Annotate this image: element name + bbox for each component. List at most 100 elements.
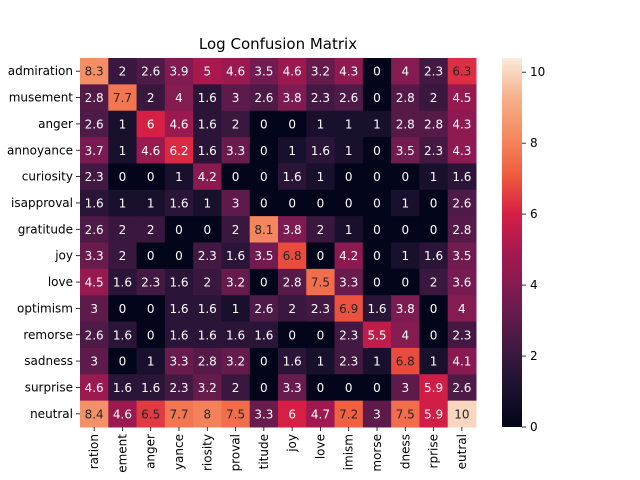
heatmap-cell: [136, 400, 166, 428]
heatmap-cell: [108, 347, 138, 375]
cell-value-label: 3: [373, 407, 381, 421]
cell-value-label: 1: [317, 117, 325, 131]
heatmap-cell: [334, 137, 364, 164]
cell-value-label: 0: [430, 302, 438, 316]
heatmap-cell: [249, 295, 279, 323]
cell-value-label: 1: [317, 170, 325, 184]
heatmap-cell: [278, 242, 307, 270]
heatmap-cell: [136, 110, 166, 138]
cell-value-label: 1.6: [283, 170, 302, 184]
heatmap-cell: [306, 110, 336, 138]
heatmap-cell: [249, 110, 279, 138]
cell-value-label: 0: [373, 249, 381, 263]
heatmap-cell: [391, 163, 420, 191]
heatmap-cell: [249, 400, 279, 428]
cell-value-label: 2: [317, 223, 325, 237]
y-tick-label: isapproval: [11, 196, 73, 210]
cell-value-label: 3.3: [339, 276, 358, 290]
x-tick-label: morse: [370, 434, 384, 472]
cell-value-label: 2.8: [85, 91, 104, 105]
cell-value-label: 2.6: [452, 196, 471, 210]
cell-value-label: 0: [373, 276, 381, 290]
cell-value-label: 3: [232, 196, 240, 210]
heatmap-cell: [334, 268, 364, 296]
heatmap-cell: [391, 110, 420, 138]
cell-value-label: 1.6: [198, 328, 217, 342]
cell-value-label: 0: [175, 223, 183, 237]
colorbar-gradient: [502, 58, 522, 427]
cell-value-label: 2.6: [339, 91, 358, 105]
cell-value-label: 0: [260, 381, 268, 395]
cell-value-label: 2.6: [254, 91, 273, 105]
heatmap-cell: [419, 84, 449, 112]
cell-value-label: 3: [232, 91, 240, 105]
heatmap-cell: [221, 400, 251, 428]
cell-value-label: 0: [430, 223, 438, 237]
x-tick-label: titude: [257, 434, 271, 469]
heatmap-cell: [278, 374, 307, 402]
cell-value-label: 1.6: [198, 91, 217, 105]
cell-value-label: 0: [401, 276, 409, 290]
cell-value-label: 2.6: [452, 381, 471, 395]
heatmap-cell: [164, 321, 194, 349]
heatmap-cell: [136, 189, 166, 217]
y-tick-label: surprise: [25, 380, 73, 394]
heatmap-cell: [419, 347, 449, 375]
heatmap-cell: [362, 163, 392, 191]
heatmap-cell: [193, 400, 222, 428]
cell-value-label: 5: [203, 65, 211, 79]
cell-value-label: 5.5: [367, 328, 386, 342]
heatmap-cell: [164, 110, 194, 138]
y-tick-label: remorse: [23, 328, 73, 342]
heatmap-cell: [391, 84, 420, 112]
heatmap-cell: [278, 268, 307, 296]
cell-value-label: 3.2: [226, 355, 245, 369]
y-tick-label: annoyance: [7, 143, 73, 157]
heatmap-cell: [164, 295, 194, 323]
cell-value-label: 1.6: [424, 249, 443, 263]
cell-value-label: 2: [119, 223, 127, 237]
colorbar-tick-label: 4: [530, 278, 538, 292]
heatmap-cell: [136, 347, 166, 375]
cell-value-label: 7.5: [311, 276, 330, 290]
cell-value-label: 0: [119, 170, 127, 184]
cell-value-label: 1: [401, 249, 409, 263]
cell-value-label: 1.6: [169, 196, 188, 210]
heatmap-cell: [193, 242, 222, 270]
x-tick-label: yance: [172, 434, 186, 470]
cell-value-label: 0: [317, 328, 325, 342]
heatmap-cell: [164, 347, 194, 375]
cell-value-label: 4.6: [85, 381, 104, 395]
heatmap-cell: [362, 268, 392, 296]
cell-value-label: 2: [232, 223, 240, 237]
cell-value-label: 3.2: [198, 381, 217, 395]
cell-value-label: 2.8: [396, 117, 415, 131]
heatmap-cell: [164, 84, 194, 112]
cell-value-label: 0: [147, 328, 155, 342]
heatmap-cell: [136, 295, 166, 323]
heatmap-cell: [306, 189, 336, 217]
heatmap-cell: [334, 400, 364, 428]
cell-value-label: 2: [232, 381, 240, 395]
cell-value-label: 0: [260, 196, 268, 210]
heatmap-cell: [249, 268, 279, 296]
cell-value-label: 4.3: [452, 117, 471, 131]
cell-value-label: 7.7: [169, 407, 188, 421]
heatmap-cell: [362, 216, 392, 243]
cell-value-label: 2.6: [141, 65, 160, 79]
cell-value-label: 1.6: [367, 302, 386, 316]
cell-value-label: 1.6: [311, 144, 330, 158]
heatmap-cell: [391, 242, 420, 270]
x-tick-label: love: [313, 434, 327, 459]
heatmap-cell: [221, 84, 251, 112]
heatmap-cell: [306, 58, 336, 85]
heatmap-cell: [447, 110, 477, 138]
cell-value-label: 1: [345, 117, 353, 131]
heatmap-cell: [80, 295, 109, 323]
heatmap-cell: [164, 58, 194, 85]
cell-value-label: 0: [288, 117, 296, 131]
heatmap-cell: [278, 137, 307, 164]
heatmap-cell: [108, 295, 138, 323]
heatmap-cell: [249, 137, 279, 164]
